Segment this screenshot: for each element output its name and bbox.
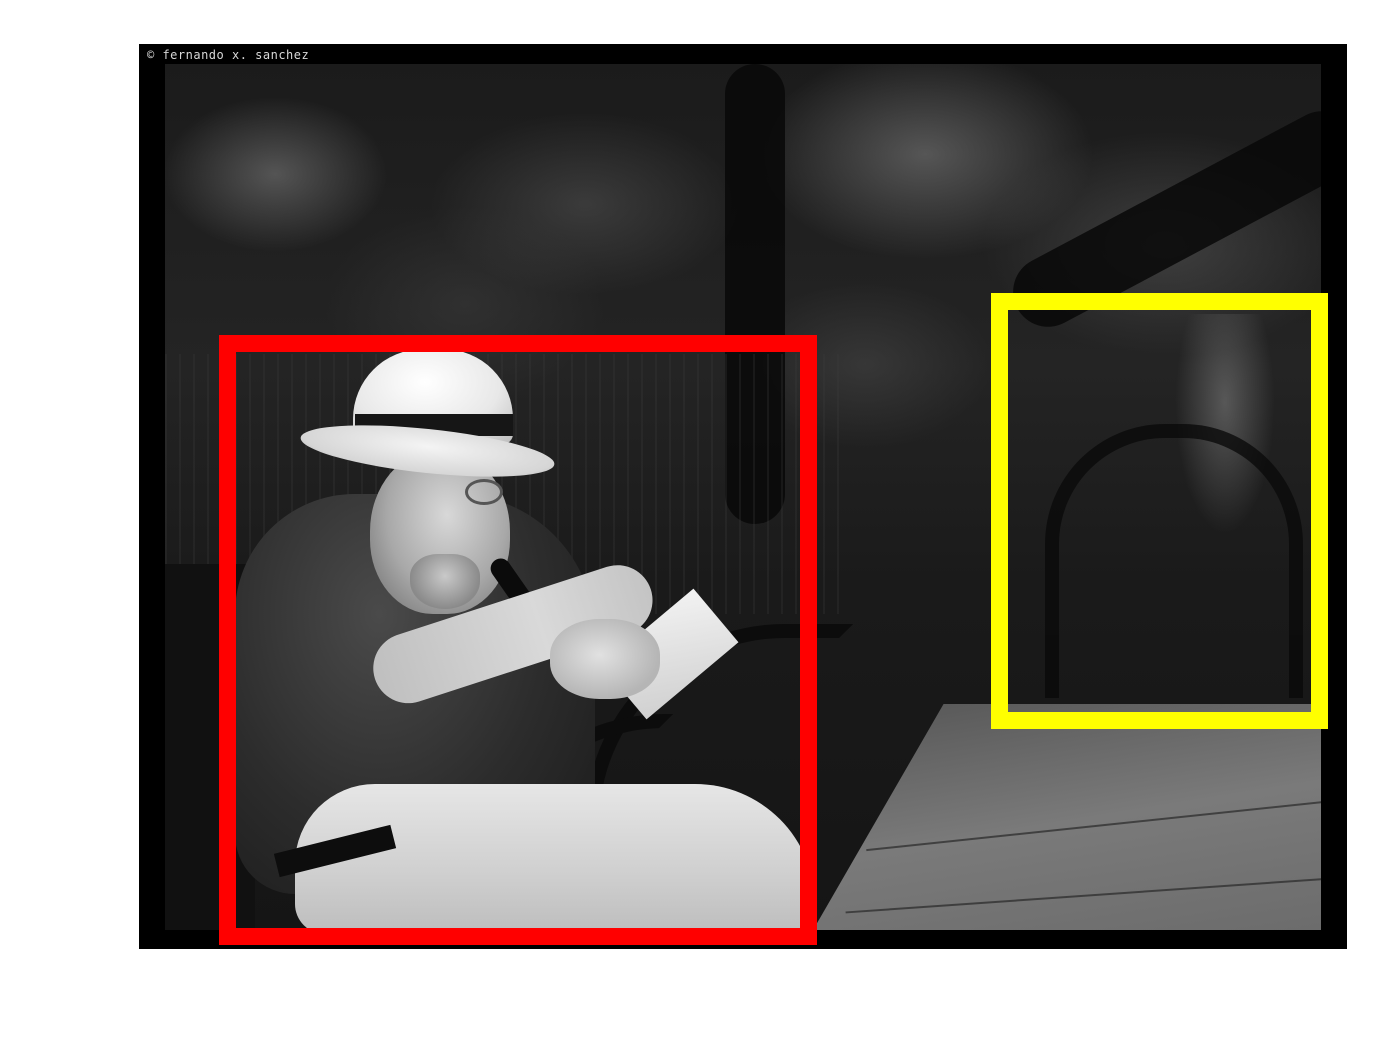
glasses — [465, 479, 503, 505]
yellow-bounding-box — [991, 293, 1328, 729]
photo — [165, 64, 1321, 930]
man-pants — [295, 784, 815, 930]
photo-frame: © fernando x. sanchez — [139, 44, 1347, 949]
man-beard — [410, 554, 480, 609]
photo-watermark: © fernando x. sanchez — [147, 48, 310, 62]
tree-trunk — [725, 64, 785, 524]
man-hand — [550, 619, 660, 699]
red-bounding-box — [219, 335, 817, 945]
